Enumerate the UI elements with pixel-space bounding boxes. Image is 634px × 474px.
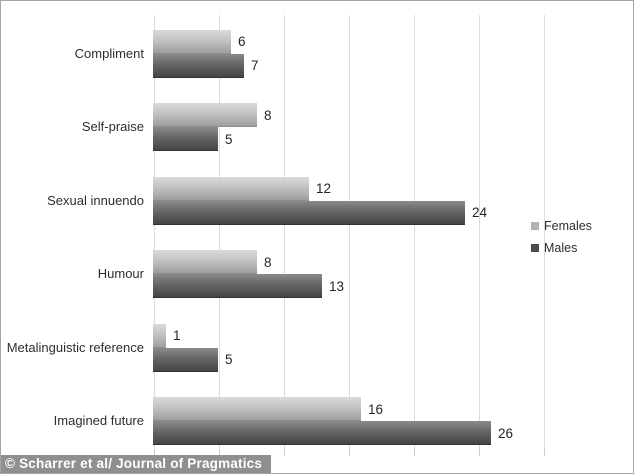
gridline	[479, 15, 480, 449]
value-label: 1	[173, 328, 181, 344]
axis-tick	[414, 449, 415, 456]
legend-label: Males	[544, 241, 578, 255]
value-label: 24	[472, 205, 488, 221]
value-label: 5	[225, 352, 233, 368]
value-label: 26	[498, 425, 514, 441]
bar-females	[153, 103, 257, 128]
bar-males	[153, 200, 465, 225]
gridline	[284, 15, 285, 449]
chart-plot-area: Compliment 6 7 Self-praise 8 5 Sexual innuendo…	[1, 17, 633, 458]
bar-line: 5	[153, 347, 633, 372]
bar-males	[153, 347, 218, 372]
legend-item-females: Females	[531, 219, 592, 233]
category-row: Sexual innuendo 12 24	[1, 164, 633, 238]
bar-group: 12 24	[153, 164, 633, 238]
gridline	[154, 15, 155, 449]
bar-females	[153, 250, 257, 275]
legend-label: Females	[544, 219, 592, 233]
bar-line: 8	[153, 103, 633, 128]
bar-males	[153, 421, 491, 446]
caption: © Scharrer et al/ Journal of Pragmatics	[1, 455, 272, 473]
value-label: 8	[264, 107, 272, 123]
bar-line: 13	[153, 274, 633, 299]
legend-item-males: Males	[531, 241, 592, 255]
legend-swatch-males	[531, 244, 539, 252]
legend-swatch-females	[531, 222, 539, 230]
axis-tick	[154, 449, 155, 456]
category-label: Self-praise	[81, 119, 144, 135]
bar-line: 8	[153, 250, 633, 275]
value-label: 12	[316, 181, 332, 197]
legend: Females Males	[531, 219, 592, 255]
bar-females	[153, 323, 166, 348]
bar-line: 26	[153, 421, 633, 446]
category-row: Self-praise 8 5	[1, 91, 633, 165]
bar-line: 1	[153, 323, 633, 348]
bar-group: 8 13	[153, 238, 633, 312]
bar-males	[153, 53, 244, 78]
axis-tick	[284, 449, 285, 456]
bar-females	[153, 176, 309, 201]
category-row: Metalinguistic reference 1 5	[1, 311, 633, 385]
bar-group: 16 26	[153, 385, 633, 459]
category-label: Sexual innuendo	[47, 192, 144, 208]
bar-males	[153, 127, 218, 152]
axis-tick	[544, 449, 545, 456]
bar-line: 12	[153, 176, 633, 201]
gridline	[349, 15, 350, 449]
value-label: 13	[329, 278, 345, 294]
bar-females	[153, 29, 231, 54]
value-label: 5	[225, 131, 233, 147]
gridline	[544, 15, 545, 449]
axis-tick	[349, 449, 350, 456]
value-label: 16	[368, 401, 384, 417]
bar-line: 7	[153, 53, 633, 78]
axis-tick	[219, 449, 220, 456]
bar-line: 16	[153, 397, 633, 422]
bar-line: 5	[153, 127, 633, 152]
category-label: Humour	[97, 266, 144, 282]
value-label: 7	[251, 58, 259, 74]
bar-females	[153, 397, 361, 422]
value-label: 8	[264, 254, 272, 270]
category-row: Humour 8 13	[1, 238, 633, 312]
bar-males	[153, 274, 322, 299]
category-label: Metalinguistic reference	[6, 339, 144, 355]
category-row: Imagined future 16 26	[1, 385, 633, 459]
value-label: 6	[238, 34, 246, 50]
gridline	[219, 15, 220, 449]
category-row: Compliment 6 7	[1, 17, 633, 91]
gridline	[414, 15, 415, 449]
axis-tick	[479, 449, 480, 456]
category-label: Imagined future	[53, 413, 144, 429]
category-label: Compliment	[74, 45, 144, 61]
bar-line: 6	[153, 29, 633, 54]
bar-line: 24	[153, 200, 633, 225]
